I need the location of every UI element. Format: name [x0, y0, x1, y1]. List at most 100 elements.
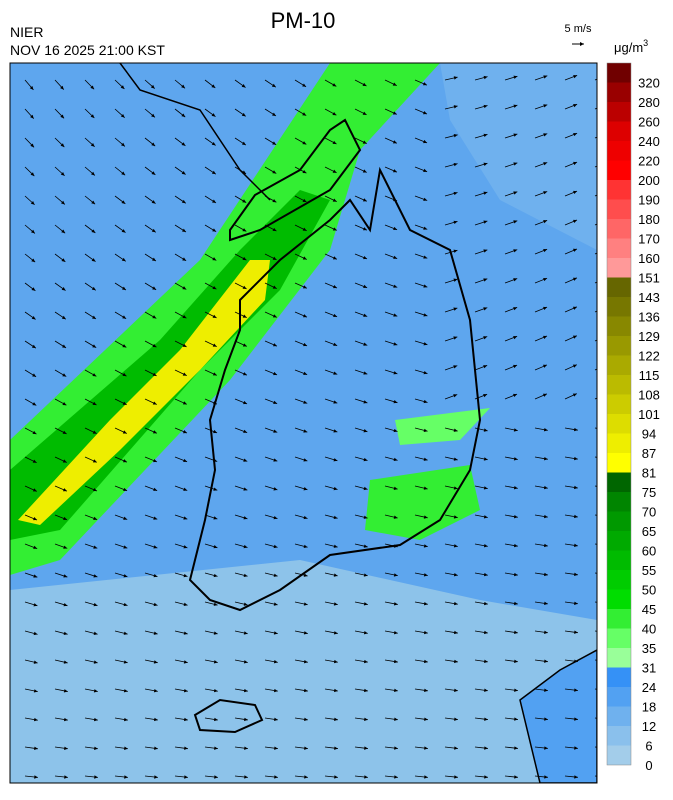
wind-arrowhead — [182, 430, 187, 434]
source: NIER — [10, 24, 43, 40]
wind-arrowhead — [61, 200, 65, 205]
wind-arrowhead — [574, 543, 578, 548]
wind-arrowhead — [30, 114, 34, 119]
wind-arrowhead — [33, 689, 38, 693]
colorbar-segment — [607, 472, 631, 492]
wind-arrowhead — [212, 228, 217, 232]
wind-arrowhead — [453, 76, 458, 80]
wind-arrowhead — [243, 660, 248, 664]
wind-arrowhead — [514, 601, 518, 606]
wind-arrowhead — [123, 660, 128, 664]
wind-arrowhead — [393, 486, 398, 490]
colorbar-segment — [607, 375, 631, 395]
wind-arrowhead — [62, 401, 67, 406]
colorbar-label: 94 — [642, 427, 656, 442]
wind-arrowhead — [394, 775, 398, 779]
wind-arrowhead — [453, 105, 458, 109]
wind-arrowhead — [393, 400, 398, 404]
wind-arrowhead — [423, 457, 428, 461]
wind-arrowhead — [423, 313, 428, 317]
wind-arrowhead — [483, 457, 488, 461]
wind-arrowhead — [93, 545, 98, 549]
wind-arrowhead — [542, 393, 547, 397]
wind-arrowhead — [363, 342, 368, 346]
wind-arrowhead — [123, 545, 128, 549]
wind-arrowhead — [363, 659, 368, 664]
wind-arrowhead — [33, 545, 38, 549]
wind-arrowhead — [483, 572, 488, 577]
wind-arrowhead — [393, 630, 398, 635]
wind-arrowhead — [183, 631, 188, 635]
colorbar-label: 24 — [642, 680, 656, 695]
wind-arrowhead — [543, 162, 548, 166]
wind-arrowhead — [332, 140, 337, 145]
wind-arrowhead — [272, 343, 277, 347]
wind-arrowhead — [60, 85, 64, 90]
wind-arrowhead — [92, 459, 97, 463]
wind-arrowhead — [241, 141, 246, 146]
wind-arrowhead — [272, 256, 277, 260]
wind-arrowhead — [572, 306, 577, 310]
wind-arrowhead — [213, 573, 218, 578]
colorbar-segment — [607, 336, 631, 356]
wind-arrowhead — [243, 631, 248, 635]
wind-arrowhead — [274, 717, 278, 722]
wind-arrowhead — [152, 315, 157, 319]
colorbar-label: 101 — [638, 407, 660, 422]
wind-arrowhead — [213, 429, 218, 434]
wind-arrowhead — [484, 688, 488, 692]
wind-arrowhead — [123, 689, 128, 693]
wind-arrowhead — [183, 516, 188, 520]
wind-arrowhead — [32, 430, 37, 435]
wind-arrowhead — [424, 775, 428, 779]
wind-arrowhead — [544, 717, 548, 721]
wind-arrowhead — [303, 688, 308, 693]
wind-arrowhead — [93, 631, 98, 635]
wind-arrowhead — [332, 256, 337, 260]
wind-arrowhead — [122, 372, 127, 377]
wind-arrowhead — [91, 258, 96, 262]
wind-arrowhead — [304, 717, 308, 722]
colorbar-label: 129 — [638, 329, 660, 344]
wind-arrowhead — [542, 364, 547, 368]
wind-arrowhead — [212, 314, 217, 318]
wind-arrowhead — [362, 198, 367, 202]
colorbar-label: 55 — [642, 563, 656, 578]
wind-arrowhead — [90, 85, 95, 90]
wind-arrowhead — [273, 660, 278, 664]
wind-arrowhead — [572, 335, 577, 339]
wind-arrowhead — [153, 602, 158, 607]
wind-arrowhead — [423, 573, 428, 577]
colorbar-segment — [607, 589, 631, 609]
colorbar-label: 0 — [645, 758, 652, 773]
colorbar-segment — [607, 609, 631, 629]
colorbar-label: 200 — [638, 173, 660, 188]
wind-arrowhead — [514, 659, 518, 663]
wind-arrowhead — [423, 284, 428, 288]
wind-arrowhead — [513, 543, 518, 548]
wind-arrowhead — [543, 220, 548, 224]
wind-arrowhead — [183, 545, 188, 549]
wind-arrowhead — [303, 371, 308, 375]
colorbar-label: 151 — [638, 271, 660, 286]
wind-arrowhead — [363, 486, 368, 491]
wind-arrowhead — [122, 459, 127, 463]
wind-arrowhead — [484, 717, 488, 721]
wind-arrowhead — [154, 775, 158, 779]
wind-arrowhead — [603, 104, 607, 107]
wind-arrowhead — [62, 459, 67, 463]
wind-arrowhead — [573, 219, 578, 223]
colorbar-label: 260 — [638, 115, 660, 130]
wind-arrowhead — [60, 143, 65, 148]
wind-arrowhead — [364, 688, 368, 693]
colorbar-segment — [607, 414, 631, 434]
wind-arrowhead — [63, 717, 68, 722]
wind-arrowhead — [333, 602, 338, 606]
colorbar-segment — [607, 355, 631, 375]
wind-arrowhead — [332, 169, 337, 173]
wind-arrowhead — [214, 717, 218, 722]
wind-arrowhead — [34, 775, 38, 779]
wind-arrowhead — [123, 487, 128, 492]
wind-arrowhead — [33, 631, 38, 636]
wind-arrowhead — [422, 111, 427, 115]
